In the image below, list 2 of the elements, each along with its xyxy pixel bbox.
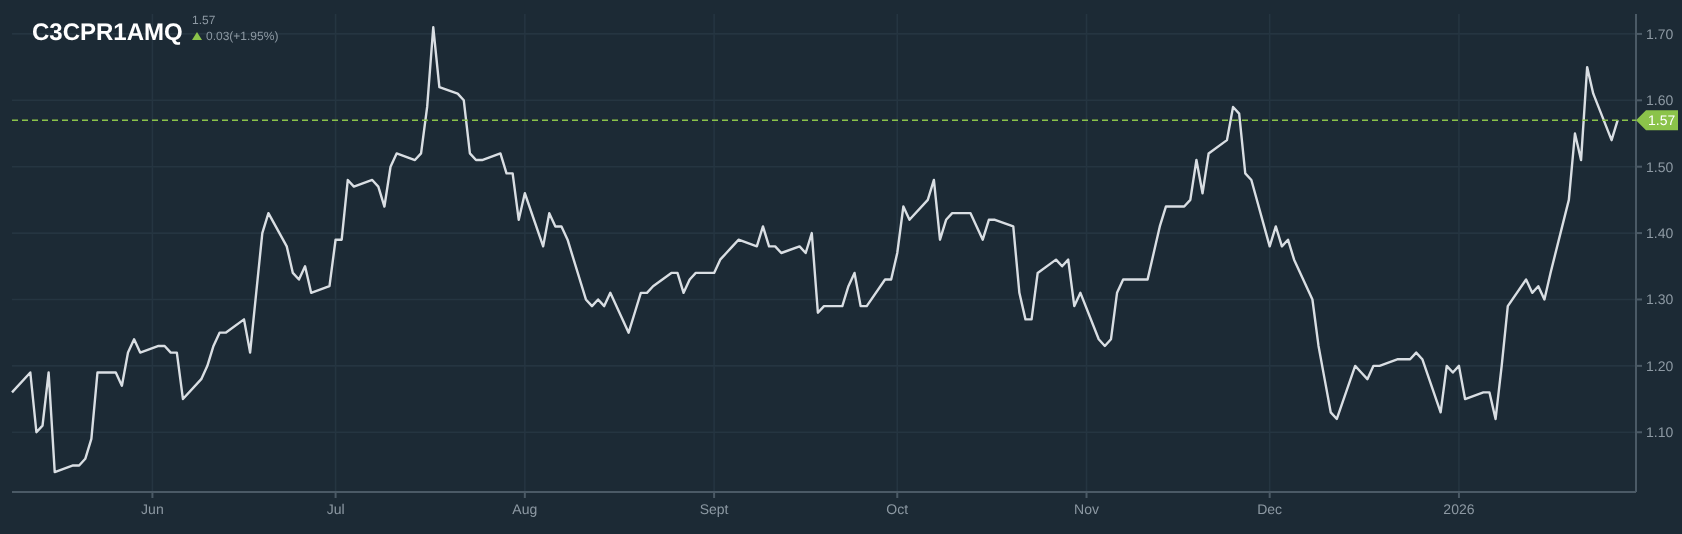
chart-title: C3CPR1AMQ [32, 18, 183, 46]
line-series [10, 26, 1619, 474]
